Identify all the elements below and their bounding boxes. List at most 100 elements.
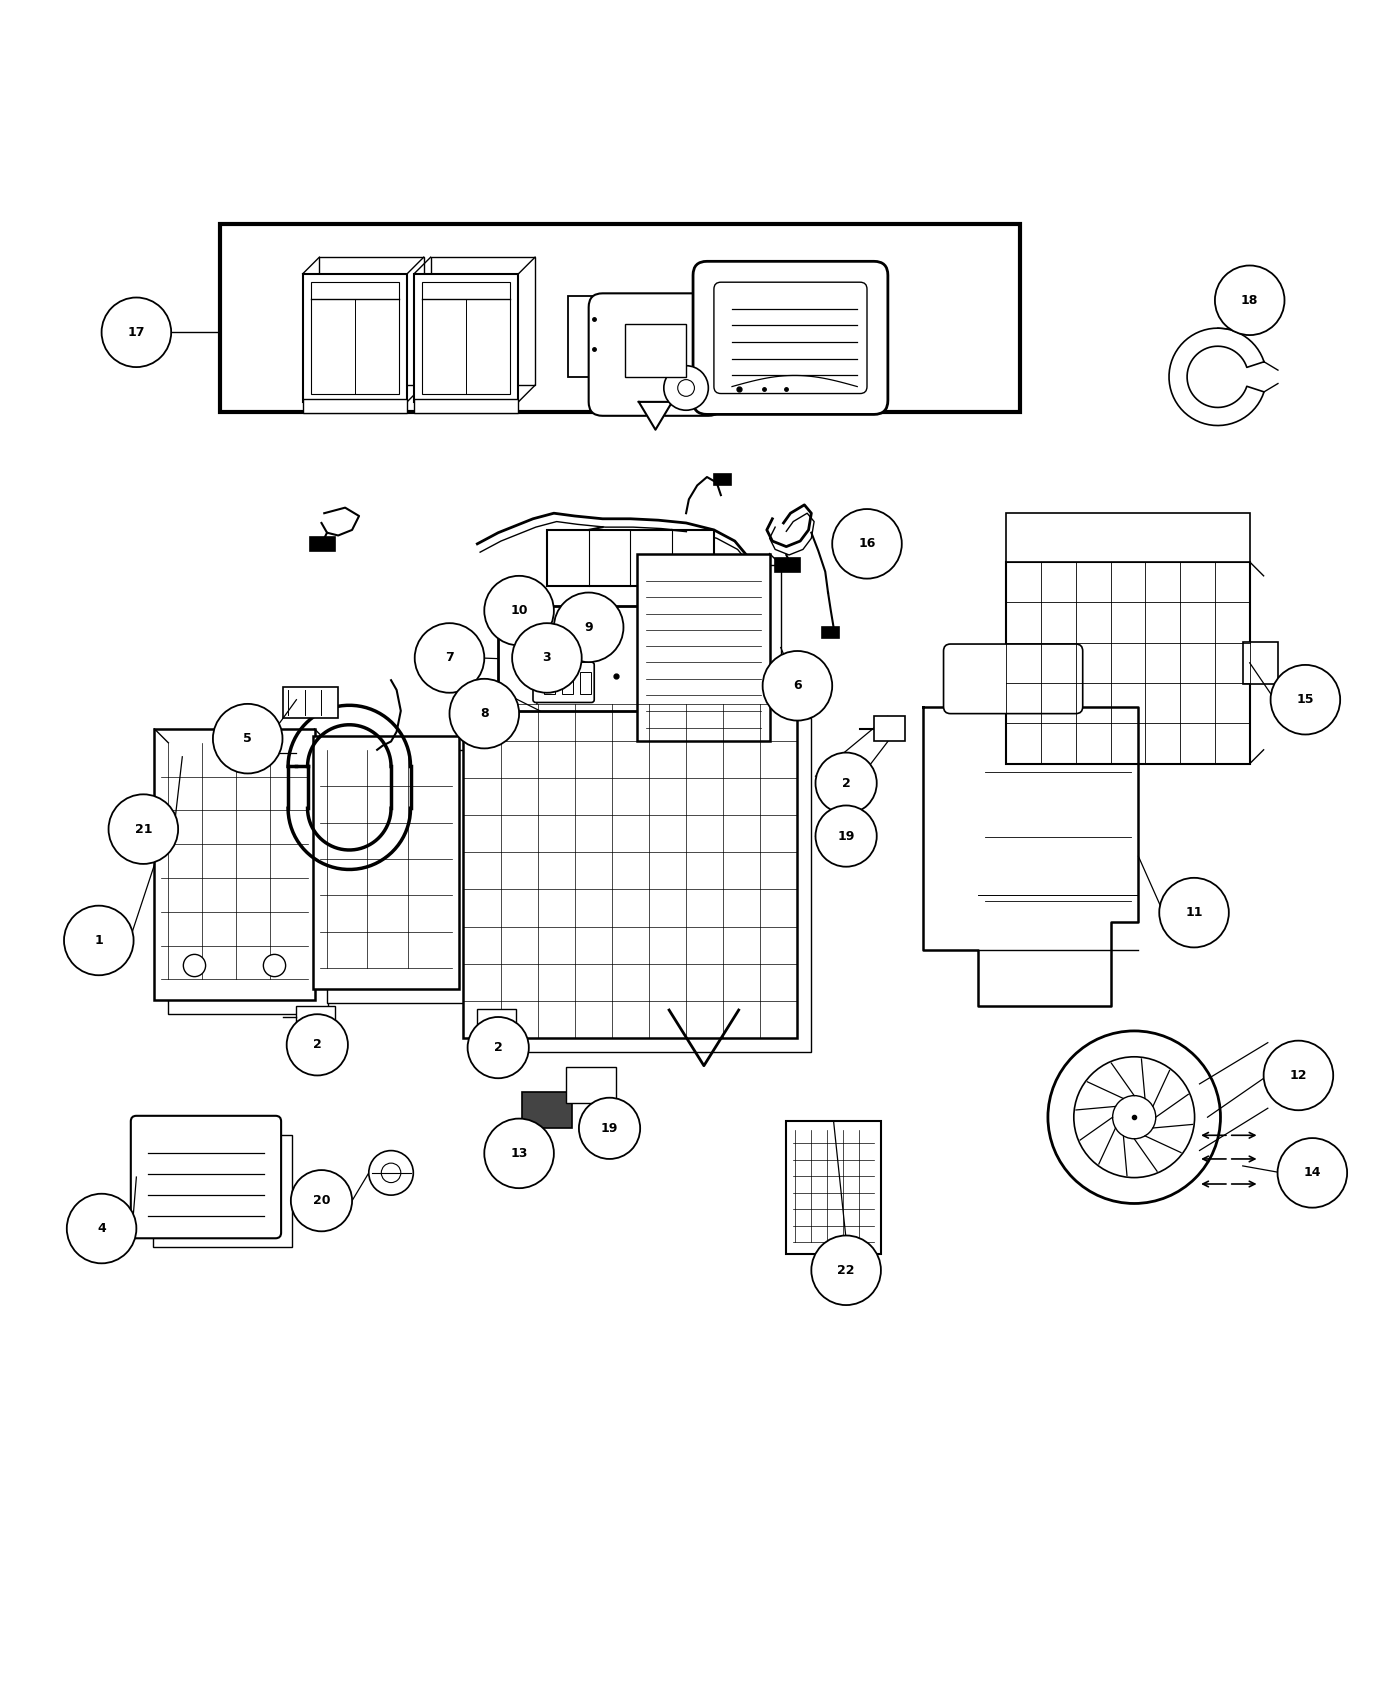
- Bar: [168, 743, 329, 1015]
- Bar: [787, 1122, 881, 1253]
- Circle shape: [368, 1151, 413, 1195]
- Polygon shape: [1169, 328, 1264, 425]
- Text: 19: 19: [601, 1122, 619, 1136]
- Circle shape: [832, 508, 902, 578]
- Bar: [498, 607, 662, 711]
- Bar: [153, 1136, 293, 1246]
- Text: 2: 2: [314, 1039, 322, 1051]
- Bar: [1007, 563, 1250, 763]
- Circle shape: [109, 794, 178, 864]
- Bar: [581, 672, 591, 694]
- Bar: [302, 400, 407, 413]
- Bar: [314, 736, 459, 989]
- Circle shape: [64, 906, 133, 976]
- Polygon shape: [923, 707, 1138, 1006]
- Bar: [545, 672, 556, 694]
- Bar: [154, 729, 315, 1000]
- Text: 18: 18: [1240, 294, 1259, 306]
- Circle shape: [816, 753, 876, 814]
- Text: 22: 22: [837, 1263, 855, 1277]
- Bar: [567, 1068, 616, 1103]
- Circle shape: [263, 954, 286, 976]
- Bar: [683, 670, 700, 680]
- Bar: [431, 257, 535, 386]
- Bar: [563, 672, 574, 694]
- Bar: [414, 274, 518, 401]
- Bar: [477, 717, 812, 1052]
- Bar: [463, 704, 798, 1039]
- Circle shape: [1264, 1040, 1333, 1110]
- Circle shape: [664, 366, 708, 410]
- Bar: [311, 282, 399, 393]
- Circle shape: [1159, 877, 1229, 947]
- Text: 13: 13: [511, 1148, 528, 1159]
- Circle shape: [1215, 265, 1285, 335]
- Text: 1: 1: [94, 933, 104, 947]
- Text: 15: 15: [1296, 694, 1315, 705]
- Bar: [624, 325, 686, 377]
- Bar: [648, 564, 781, 753]
- Bar: [568, 296, 620, 377]
- Circle shape: [414, 624, 484, 692]
- Bar: [522, 1091, 573, 1129]
- Bar: [822, 627, 839, 639]
- Bar: [319, 257, 424, 386]
- Bar: [477, 1008, 517, 1034]
- Circle shape: [554, 593, 623, 661]
- FancyBboxPatch shape: [693, 262, 888, 415]
- Circle shape: [291, 1170, 351, 1231]
- Bar: [302, 274, 407, 401]
- Circle shape: [1278, 1137, 1347, 1207]
- Text: 14: 14: [1303, 1166, 1322, 1180]
- Text: 6: 6: [794, 680, 802, 692]
- Text: 9: 9: [584, 620, 594, 634]
- Bar: [283, 687, 339, 717]
- Circle shape: [381, 1163, 400, 1183]
- Text: 16: 16: [858, 537, 875, 551]
- Circle shape: [484, 576, 554, 646]
- Circle shape: [287, 1015, 349, 1076]
- FancyBboxPatch shape: [130, 1115, 281, 1238]
- Circle shape: [67, 1193, 136, 1263]
- Text: 21: 21: [134, 823, 153, 836]
- Bar: [776, 558, 801, 571]
- Circle shape: [812, 1236, 881, 1306]
- Text: 7: 7: [445, 651, 454, 665]
- Bar: [220, 224, 1021, 411]
- Bar: [423, 282, 510, 393]
- FancyBboxPatch shape: [714, 282, 867, 393]
- Text: 20: 20: [312, 1193, 330, 1207]
- Bar: [547, 530, 714, 585]
- Text: 5: 5: [244, 733, 252, 745]
- Bar: [874, 716, 904, 741]
- Bar: [637, 554, 770, 741]
- Bar: [311, 537, 336, 551]
- Text: 3: 3: [543, 651, 552, 665]
- Bar: [297, 1006, 336, 1030]
- Circle shape: [1049, 1030, 1221, 1204]
- Circle shape: [816, 806, 876, 867]
- Text: 12: 12: [1289, 1069, 1308, 1081]
- Text: 2: 2: [494, 1040, 503, 1054]
- Polygon shape: [638, 401, 672, 430]
- Circle shape: [512, 624, 582, 692]
- FancyBboxPatch shape: [588, 294, 722, 416]
- Circle shape: [484, 1119, 554, 1188]
- Bar: [714, 474, 731, 486]
- Circle shape: [213, 704, 283, 774]
- Text: 10: 10: [511, 604, 528, 617]
- Text: 11: 11: [1186, 906, 1203, 920]
- Circle shape: [1271, 665, 1340, 734]
- Circle shape: [183, 954, 206, 976]
- Circle shape: [580, 1098, 640, 1159]
- Bar: [1007, 513, 1250, 563]
- FancyBboxPatch shape: [944, 644, 1082, 714]
- Circle shape: [763, 651, 832, 721]
- Circle shape: [1113, 1095, 1156, 1139]
- Text: 8: 8: [480, 707, 489, 721]
- Circle shape: [102, 298, 171, 367]
- Circle shape: [678, 379, 694, 396]
- Text: 19: 19: [837, 830, 855, 843]
- Bar: [1243, 643, 1278, 683]
- Circle shape: [1074, 1057, 1194, 1178]
